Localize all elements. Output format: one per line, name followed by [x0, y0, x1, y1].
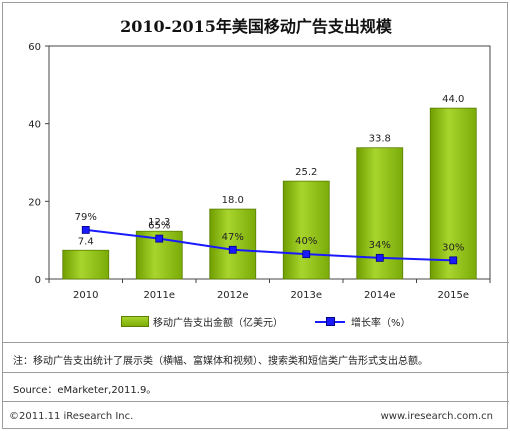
growth-rate-marker [81, 226, 90, 234]
y-tick-label: 60 [28, 42, 41, 53]
x-category-label: 2013e [290, 290, 322, 301]
growth-rate-label: 65% [148, 221, 170, 232]
y-tick-label: 40 [28, 120, 41, 131]
x-category-label: 2010 [73, 290, 98, 301]
growth-rate-marker [375, 253, 384, 262]
bar-value-label: 18.0 [222, 195, 244, 206]
divider-top [3, 342, 509, 343]
chart-svg: 0 20 40 60 7.4 2010 12.3 2011e 18.0 2012e 25.2 2013… [28, 42, 491, 301]
plot-area: 0 20 40 60 7.4 2010 12.3 2011e 18.0 2012e 25.2 2013… [28, 42, 491, 301]
divider-middle [3, 372, 509, 373]
copyright-text: ©2011.11 iResearch Inc. [9, 411, 134, 422]
bar-value-label: 33.8 [369, 134, 391, 145]
bar [209, 208, 257, 280]
growth-rate-marker [449, 256, 458, 265]
divider-bottom [3, 401, 509, 402]
x-category-label: 2012e [217, 290, 249, 301]
x-category-label: 2015e [437, 290, 469, 301]
bar-value-label: 12.3 [148, 217, 170, 228]
growth-rate-marker [155, 234, 164, 243]
legend-bar-label: 移动广告支出金额（亿美元） [153, 318, 283, 329]
growth-rate-label: 34% [369, 240, 391, 251]
growth-rate-marker [302, 250, 311, 259]
bar-value-label: 7.4 [78, 236, 94, 247]
x-category-label: 2014e [364, 290, 396, 301]
legend: 移动广告支出金额（亿美元） 增长率（%） [3, 310, 509, 330]
x-category-label: 2011e [143, 290, 175, 301]
bar [62, 249, 110, 280]
legend-line-swatch [315, 317, 345, 326]
growth-rate-label: 47% [222, 232, 244, 243]
legend-line-label: 增长率（%） [351, 318, 411, 329]
chart-title: 2010-2015年美国移动广告支出规模 [120, 17, 392, 36]
growth-rate-label: 30% [442, 242, 464, 253]
growth-rate-line [85, 228, 454, 262]
legend-item-line: 增长率（%） [315, 314, 411, 329]
growth-rate-label: 40% [295, 236, 317, 247]
bar [282, 180, 330, 280]
bar-value-label: 25.2 [295, 167, 317, 178]
website-link[interactable]: www.iresearch.com.cn [380, 411, 493, 422]
y-tick-label: 0 [35, 275, 41, 286]
growth-rate-marker [228, 245, 237, 254]
legend-bar-swatch [121, 316, 149, 327]
bar [429, 107, 477, 280]
plot-border [48, 45, 491, 280]
footnote: 注：移动广告支出统计了展示类（横幅、富媒体和视频）、搜索类和短信类广告形式支出总… [13, 356, 428, 367]
legend-item-bar: 移动广告支出金额（亿美元） [121, 314, 283, 329]
source-text: Source：eMarketer,2011.9。 [13, 385, 157, 396]
bar-value-label: 44.0 [442, 94, 464, 105]
y-tick-label: 20 [28, 197, 41, 208]
growth-rate-label: 79% [75, 212, 97, 223]
